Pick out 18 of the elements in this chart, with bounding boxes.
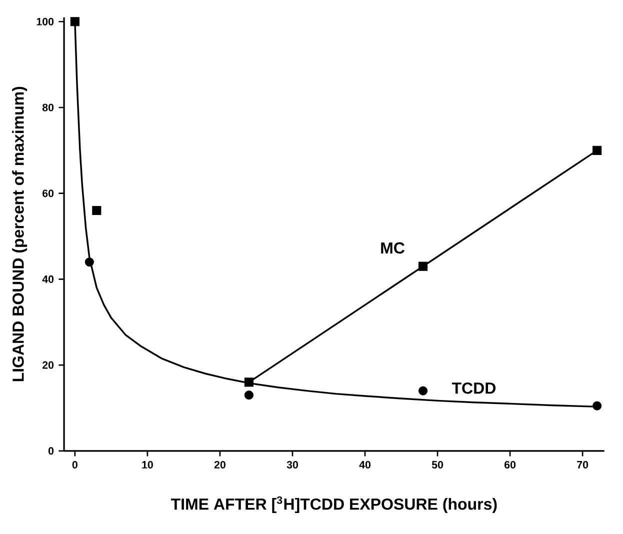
series-label: TCDD (452, 382, 496, 394)
x-axis-title: TIME AFTER [$^{3}$H]TCDD EXPOSURE (hours) (170, 496, 497, 514)
y-axis-title: LIGAND BOUND (percent of maximum) (12, 87, 28, 382)
y-tick-label: 100 (36, 18, 54, 26)
x-tick-label: 30 (286, 461, 298, 469)
series-label: MC (381, 242, 405, 254)
x-tick-label: 10 (142, 461, 153, 469)
y-tick-label: 40 (42, 276, 54, 284)
x-tick-label: 70 (577, 461, 588, 469)
x-tick-label: 40 (359, 461, 370, 469)
y-tick-label: 0 (48, 447, 54, 455)
x-tick-label: 20 (214, 461, 226, 469)
y-tick-label: 60 (42, 190, 54, 198)
y-tick-label: 20 (42, 361, 54, 370)
y-tick-label: 80 (42, 104, 54, 112)
x-tick-label: 50 (432, 461, 444, 469)
x-tick-label: 0 (72, 461, 78, 469)
x-tick-label: 60 (504, 461, 516, 469)
